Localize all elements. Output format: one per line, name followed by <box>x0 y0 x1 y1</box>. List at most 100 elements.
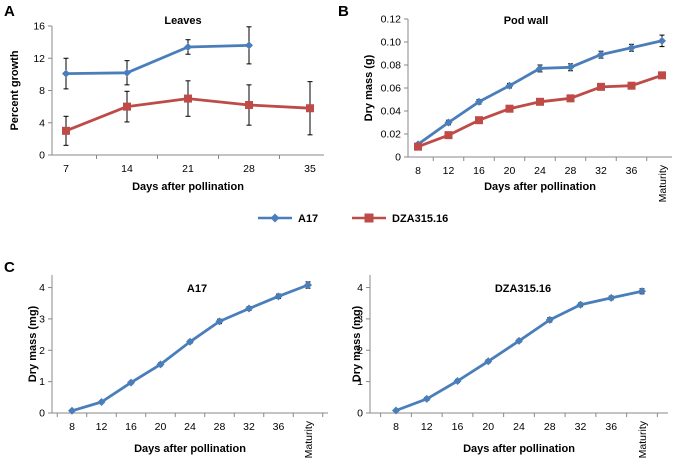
x-tick-label: Maturity <box>303 420 315 458</box>
data-point <box>97 398 106 407</box>
y-tick-label: 0 <box>39 408 45 420</box>
x-tick-label: 16 <box>473 165 485 177</box>
data-point <box>306 104 314 113</box>
legend-marker-dza <box>364 213 374 223</box>
y-tick-label: 8 <box>39 85 45 97</box>
data-point <box>414 142 422 151</box>
data-point <box>627 81 636 90</box>
chart-title-a: Leaves <box>164 15 201 27</box>
data-point <box>304 281 312 290</box>
x-tick-label: 16 <box>452 421 464 433</box>
y-tick-label: 0.06 <box>381 83 402 95</box>
y-tick-label: 16 <box>33 21 45 33</box>
series-line-b-1 <box>417 73 663 149</box>
data-point <box>545 315 554 324</box>
y-tick-label: 2 <box>357 345 363 357</box>
data-point <box>245 101 253 110</box>
panel-label-a: A <box>4 3 15 20</box>
y-tick-label: 0 <box>39 150 45 162</box>
x-tick-label: 36 <box>605 421 617 433</box>
x-tick-label: 24 <box>534 165 546 177</box>
x-axis-label-b: Days after pollination <box>484 181 596 193</box>
data-point <box>215 317 224 326</box>
data-point <box>505 81 514 90</box>
data-point <box>245 41 253 50</box>
x-tick-label: 24 <box>184 421 196 433</box>
chart-leaves: 0 4 8 12 16 7 14 21 28 35 Leaves Days after pollina… <box>9 15 324 193</box>
x-axis-label-c1: Days after pollination <box>134 443 246 455</box>
x-tick-label: 12 <box>443 165 455 177</box>
data-point <box>576 300 585 309</box>
x-axis-label-c2: Days after pollination <box>463 443 575 455</box>
data-point <box>184 94 192 103</box>
x-tick-label: 16 <box>125 421 137 433</box>
legend-item-a17: A17 <box>258 213 318 225</box>
x-tick-label: 36 <box>626 165 638 177</box>
chart-title-b: Pod wall <box>504 15 549 27</box>
data-point <box>597 82 605 91</box>
y-tick-label: 4 <box>39 117 45 129</box>
x-tick-label: 20 <box>482 421 494 433</box>
x-tick-label: 24 <box>513 421 525 433</box>
y-tick-label: 0 <box>395 152 401 164</box>
y-tick-label: 0.04 <box>381 106 402 118</box>
data-point <box>156 360 165 369</box>
x-tick-label: 28 <box>565 165 577 177</box>
y-tick-label: 1 <box>357 376 363 388</box>
legend: A17 DZA315.16 <box>258 213 448 225</box>
panel-label-b: B <box>338 3 349 20</box>
data-point <box>62 69 70 78</box>
data-point <box>597 50 605 59</box>
data-point <box>566 94 575 103</box>
y-tick-label: 0.10 <box>381 37 402 49</box>
y-tick-label: 0.02 <box>381 129 402 141</box>
data-point <box>515 336 523 345</box>
x-tick-label: Maturity <box>637 420 649 458</box>
y-axis-label-a: Percent growth <box>9 50 21 130</box>
legend-label-dza: DZA315.16 <box>392 213 448 225</box>
data-point <box>444 131 453 140</box>
x-tick-label: 32 <box>243 421 255 433</box>
data-point <box>475 116 483 125</box>
x-tick-label: 20 <box>504 165 516 177</box>
x-tick-label: 12 <box>96 421 108 433</box>
data-point <box>184 42 192 51</box>
chart-pod-wall: 0 0.02 0.04 0.06 0.08 0.10 0.12 8 12 16 20 24 28 32 36… <box>363 14 672 202</box>
panel-label-c: C <box>4 259 15 276</box>
data-point <box>274 292 283 301</box>
data-point <box>245 304 253 313</box>
x-axis-label-a: Days after pollination <box>132 181 244 193</box>
x-tick-label: 28 <box>243 163 255 175</box>
series-line-b-0 <box>417 39 663 146</box>
x-tick-label: 36 <box>273 421 285 433</box>
data-point <box>123 102 131 111</box>
legend-item-dza: DZA315.16 <box>352 213 448 225</box>
series-line-a-0 <box>65 44 250 75</box>
data-point <box>536 97 544 106</box>
y-tick-label: 3 <box>357 313 363 325</box>
y-tick-label: 2 <box>39 345 45 357</box>
x-tick-label: 7 <box>63 163 69 175</box>
x-tick-label: 28 <box>214 421 226 433</box>
x-tick-label: 20 <box>155 421 167 433</box>
data-point <box>62 126 70 135</box>
data-point <box>627 43 636 52</box>
y-tick-label: 0 <box>357 408 363 420</box>
data-point <box>475 97 483 106</box>
y-tick-label: 3 <box>39 313 45 325</box>
x-tick-label: 8 <box>69 421 75 433</box>
x-tick-label: Maturity <box>657 164 669 202</box>
x-tick-label: 8 <box>393 421 399 433</box>
data-point <box>68 406 76 415</box>
chart-title-c1: A17 <box>187 283 207 295</box>
data-point <box>444 118 453 127</box>
series-line-c2-0 <box>395 289 643 412</box>
data-point <box>638 287 646 296</box>
x-tick-label: 14 <box>121 163 133 175</box>
legend-label-a17: A17 <box>298 213 318 225</box>
data-point <box>505 104 514 113</box>
y-tick-label: 0.12 <box>381 14 402 26</box>
data-point <box>536 64 544 73</box>
